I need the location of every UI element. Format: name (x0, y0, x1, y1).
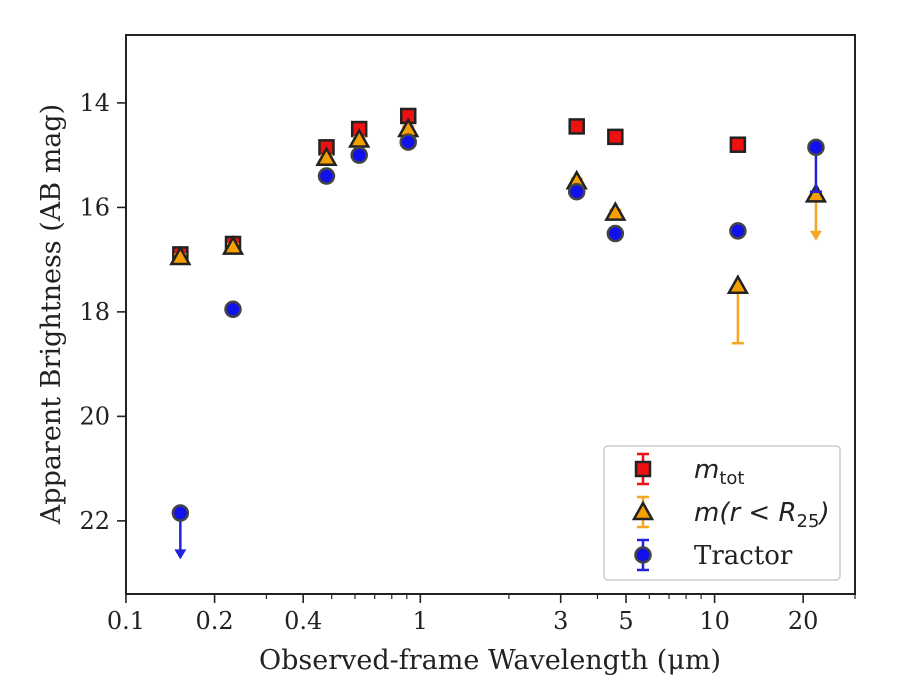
axis-ticks: 0.1 0.2 0.4 1 3 5 10 20 14 16 18 20 22 (79, 89, 856, 635)
upper-limit-arrow (174, 549, 187, 560)
y-tick-label: 20 (79, 402, 110, 430)
point-mtot (568, 118, 585, 135)
x-tick-label: 0.1 (107, 607, 145, 635)
legend-box (603, 445, 841, 581)
point-tractor (567, 182, 586, 201)
x-tick-label: 20 (788, 607, 819, 635)
x-tick-label: 0.4 (284, 607, 322, 635)
point-mr25 (804, 182, 828, 203)
legend-marker-mr25 (631, 500, 655, 521)
series-tractor (171, 133, 825, 560)
y-tick-label: 22 (79, 507, 110, 535)
x-tick-label: 3 (553, 607, 568, 635)
legend-marker-mtot (634, 460, 652, 478)
data-marks (169, 107, 828, 560)
x-tick-label: 5 (618, 607, 633, 635)
y-tick-label: 18 (79, 298, 110, 326)
x-tick-label: 10 (699, 607, 730, 635)
upper-limit-arrow (809, 230, 822, 241)
point-mr25 (315, 146, 338, 167)
point-tractor (224, 300, 242, 319)
point-tractor (171, 504, 190, 522)
legend: mtot m(r < R25) Tractor (603, 445, 841, 581)
y-tick-label: 14 (79, 89, 110, 117)
point-tractor (350, 146, 368, 164)
point-mtot (607, 128, 624, 146)
point-mr25 (221, 235, 245, 255)
point-mr25 (604, 201, 627, 221)
legend-marker-tractor (634, 546, 652, 564)
point-mr25 (169, 245, 192, 266)
y-axis-title: Apparent Brightness (AB mag) (36, 104, 67, 525)
point-mtot (729, 136, 747, 153)
x-tick-label: 0.2 (196, 607, 234, 635)
point-tractor (317, 167, 336, 185)
y-tick-label: 16 (79, 193, 110, 221)
point-tractor (606, 224, 625, 243)
point-tractor (807, 138, 825, 157)
point-tractor (399, 133, 417, 151)
point-tractor (729, 222, 747, 240)
x-tick-label: 1 (413, 607, 428, 635)
x-axis-title: Observed-frame Wavelength (μm) (259, 645, 721, 676)
legend-label-mr25: m(r < R25) (694, 498, 830, 532)
legend-label-mtot: mtot (694, 455, 744, 489)
point-mr25 (726, 274, 750, 295)
legend-label-tractor: Tractor (694, 541, 793, 571)
